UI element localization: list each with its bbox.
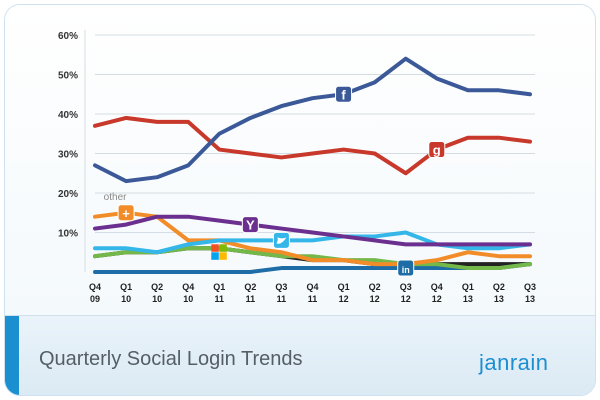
linkedin-icon-glyph: in [402, 265, 410, 275]
windows-icon [219, 244, 227, 252]
x-tick-label-year: 12 [401, 294, 411, 304]
x-tick-label-quarter: Q1 [120, 282, 132, 292]
x-tick-label-quarter: Q4 [431, 282, 443, 292]
x-tick-label-year: 12 [432, 294, 442, 304]
x-tick-label-quarter: Q1 [462, 282, 474, 292]
series-line-twitter [93, 230, 532, 255]
other-icon [117, 204, 135, 222]
windows-icon [211, 252, 219, 260]
series-line-other [93, 210, 532, 267]
y-tick-label: 50% [58, 71, 78, 82]
series-line-facebook [93, 56, 532, 184]
x-tick-label-quarter: Q4 [89, 282, 101, 292]
x-tick-label-year: 11 [215, 294, 225, 304]
x-tick-label-quarter: Q1 [338, 282, 350, 292]
x-tick-label-year: 12 [370, 294, 380, 304]
x-tick-label-year: 13 [463, 294, 473, 304]
windows-icon [219, 252, 227, 260]
y-tick-label: 40% [58, 110, 78, 121]
chart-title: Quarterly Social Login Trends [39, 348, 303, 370]
x-tick-label-quarter: Q3 [275, 282, 287, 292]
series-line-yahoo [93, 214, 532, 247]
y-tick-label: 10% [58, 229, 78, 240]
y-tick-label: 20% [58, 189, 78, 200]
x-tick-label-quarter: Q2 [369, 282, 381, 292]
x-tick-label-year: 10 [152, 294, 162, 304]
x-tick-label-year: 09 [90, 294, 100, 304]
x-tick-label-year: 13 [525, 294, 535, 304]
brand-logo: janrain [479, 350, 549, 375]
x-tick-label-quarter: Q4 [306, 282, 318, 292]
x-tick-label-quarter: Q2 [151, 282, 163, 292]
facebook-icon [335, 85, 353, 103]
x-tick-label-year: 10 [183, 294, 193, 304]
x-tick-label-quarter: Q3 [524, 282, 536, 292]
yahoo-icon [241, 216, 259, 234]
other-icon-glyph: + [122, 206, 130, 221]
x-tick-label-quarter: Q1 [213, 282, 225, 292]
footer-bar: Quarterly Social Login Trends janrain [5, 315, 595, 395]
x-tick-label-year: 12 [339, 294, 349, 304]
x-tick-label-quarter: Q4 [182, 282, 194, 292]
x-tick-label-quarter: Q3 [400, 282, 412, 292]
x-tick-label-quarter: Q2 [244, 282, 256, 292]
y-tick-label: 30% [58, 150, 78, 161]
google-icon [428, 141, 446, 159]
chart-card: Quarterly Social Login Trends janrain [4, 4, 596, 396]
x-tick-label-quarter: Q2 [493, 282, 505, 292]
x-tick-label-year: 13 [494, 294, 504, 304]
google-icon-glyph: g [433, 143, 441, 158]
y-tick-label: 60% [58, 31, 78, 42]
twitter-bird-glyph [276, 237, 287, 244]
x-tick-label-year: 11 [277, 294, 287, 304]
linkedin-icon [397, 259, 415, 277]
footer-accent-stripe [5, 316, 19, 395]
windows-icon [211, 244, 219, 252]
x-tick-label-year: 10 [121, 294, 131, 304]
x-tick-label-year: 11 [246, 294, 256, 304]
x-tick-label-year: 11 [308, 294, 318, 304]
yahoo-icon-glyph: Y [246, 218, 255, 233]
facebook-icon-glyph: f [341, 87, 346, 102]
series-line-google [93, 115, 532, 176]
series-label-other: other [104, 192, 127, 203]
